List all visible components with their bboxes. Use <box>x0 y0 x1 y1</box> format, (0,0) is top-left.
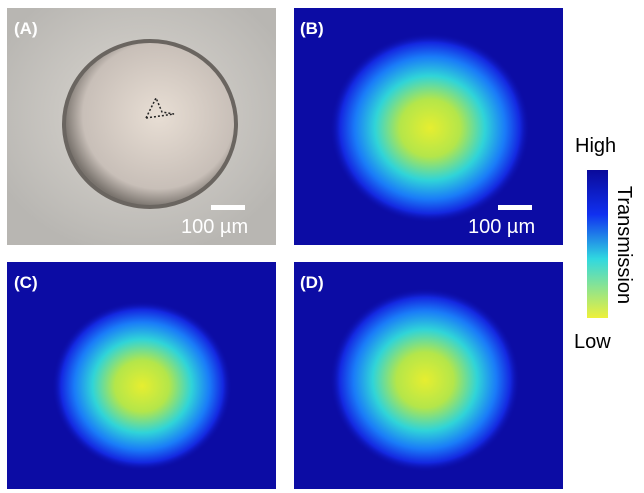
panel-c: (C) <box>7 262 276 489</box>
panel-label: (A) <box>14 19 38 38</box>
panel-b: (B) 100 µm <box>294 8 563 245</box>
scale-label: 100 µm <box>181 216 248 238</box>
panel-label: (D) <box>300 273 324 292</box>
panel-label: (C) <box>14 273 38 292</box>
heatmap-blob <box>330 288 520 472</box>
colorbar-low: Low <box>574 331 611 353</box>
scale-bar <box>498 205 532 210</box>
figure: (A) 100 µm (B) 100 µm (C) (D) High Low T… <box>0 0 644 493</box>
panel-a: (A) 100 µm <box>7 8 276 245</box>
colorbar-title: Transmission <box>613 186 635 304</box>
heatmap-blob <box>330 33 530 223</box>
heatmap-blob <box>52 301 232 471</box>
scale-bar <box>211 205 245 210</box>
colorbar-high: High <box>575 135 616 157</box>
colorbar-gradient <box>587 170 608 318</box>
scale-label: 100 µm <box>468 216 535 238</box>
panel-label: (B) <box>300 19 324 38</box>
embryo <box>64 41 236 207</box>
colorbar: High Low Transmission <box>574 135 635 353</box>
panel-d: (D) <box>294 262 563 489</box>
